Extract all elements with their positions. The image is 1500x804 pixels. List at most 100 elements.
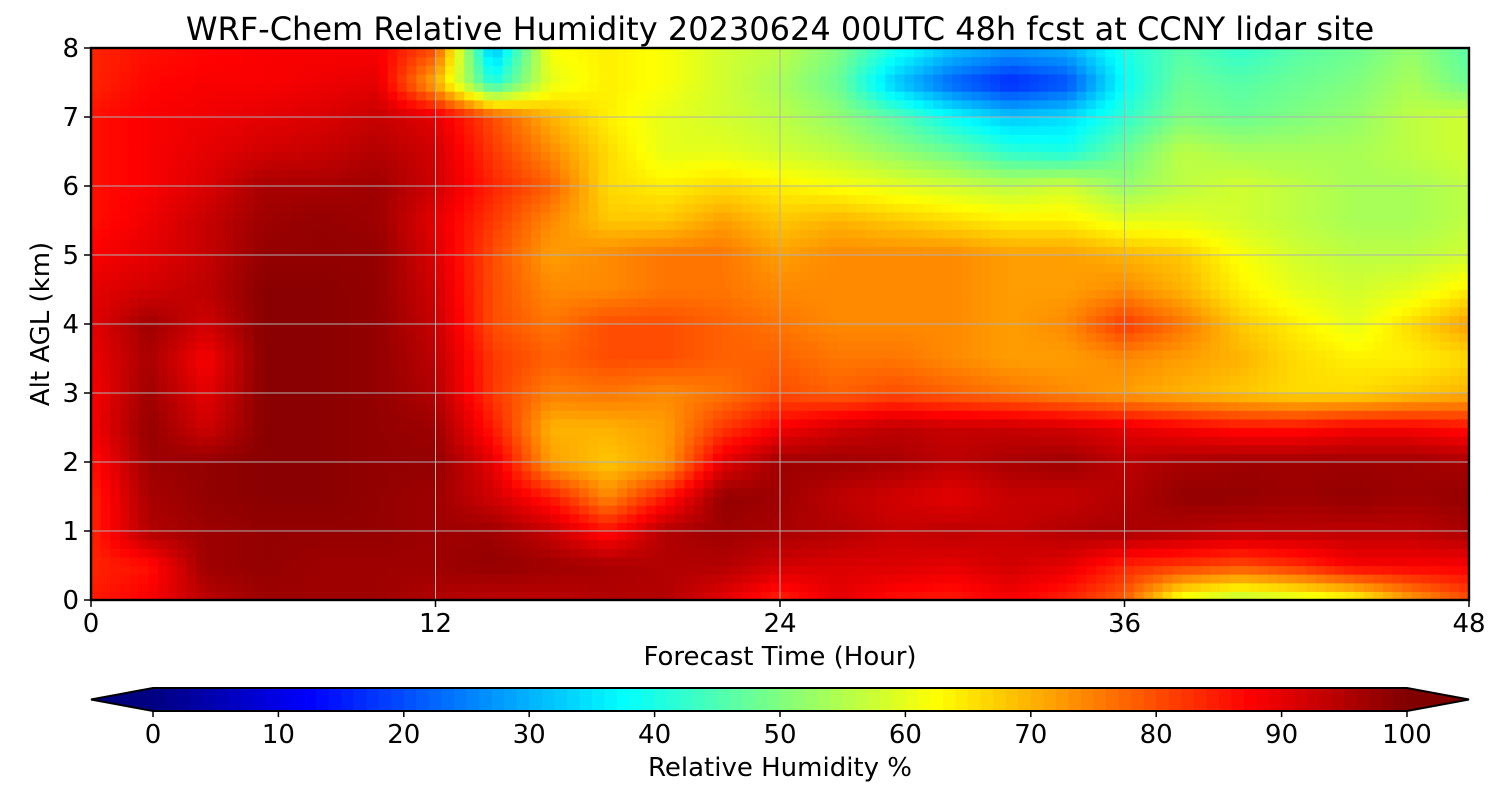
heatmap-cell (722, 427, 733, 437)
heatmap-cell (464, 349, 475, 360)
heatmap-cell (339, 556, 350, 567)
heatmap-cell (91, 479, 102, 489)
heatmap-cell (1315, 332, 1327, 342)
heatmap-cell (1220, 341, 1231, 351)
heatmap-cell (339, 462, 350, 472)
heatmap-cell (684, 436, 695, 446)
heatmap-cell (1191, 505, 1202, 515)
heatmap-cell (215, 384, 226, 394)
heatmap-cell (91, 393, 102, 403)
heatmap-cell (339, 444, 350, 454)
heatmap-cell (674, 358, 685, 368)
heatmap-cell (1411, 565, 1422, 575)
heatmap-cell (684, 315, 695, 325)
heatmap-cell (512, 444, 523, 454)
heatmap-cell (1315, 418, 1327, 429)
heatmap-cell (1105, 531, 1116, 541)
heatmap-cell (1402, 591, 1413, 600)
heatmap-cell (1440, 462, 1451, 472)
heatmap-cell (1210, 436, 1221, 446)
heatmap-cell (91, 548, 102, 558)
heatmap-cell (1335, 384, 1346, 394)
heatmap-cell (196, 315, 207, 325)
heatmap-cell (732, 565, 743, 575)
heatmap-cell (253, 496, 264, 506)
heatmap-cell (540, 341, 551, 351)
heatmap-cell (186, 418, 197, 429)
heatmap-cell (1335, 479, 1346, 489)
heatmap-cell (1315, 556, 1327, 567)
heatmap-cell (799, 522, 810, 532)
heatmap-cell (196, 539, 207, 549)
heatmap-cell (1392, 505, 1403, 515)
heatmap-cell (464, 427, 475, 437)
heatmap-cell (167, 358, 178, 368)
heatmap-cell (655, 298, 666, 308)
heatmap-cell (885, 384, 896, 394)
heatmap-cell (1306, 582, 1317, 592)
heatmap-cell (693, 487, 705, 498)
heatmap-cell (148, 375, 159, 385)
heatmap-cell (980, 306, 992, 316)
heatmap-cell (358, 453, 370, 463)
heatmap-cell (100, 591, 111, 600)
heatmap-cell (416, 531, 427, 541)
heatmap-cell (846, 315, 858, 325)
heatmap-cell (1009, 306, 1020, 316)
heatmap-cell (272, 539, 283, 549)
heatmap-cell (1258, 496, 1269, 506)
heatmap-cell (1459, 591, 1469, 600)
heatmap-cell (1392, 582, 1403, 592)
heatmap-cell (454, 436, 465, 446)
heatmap-cell (416, 574, 427, 584)
heatmap-cell (875, 410, 886, 420)
heatmap-cell (913, 522, 925, 532)
heatmap-cell (1277, 401, 1288, 411)
heatmap-cell (1354, 556, 1365, 567)
heatmap-cell (933, 487, 944, 498)
heatmap-cell (1382, 470, 1394, 480)
heatmap-cell (196, 298, 207, 308)
heatmap-cell (512, 401, 523, 411)
heatmap-cell (311, 574, 322, 584)
heatmap-cell (1095, 479, 1106, 489)
heatmap-cell (1402, 332, 1413, 342)
heatmap-cell (1028, 444, 1039, 454)
heatmap-cell (397, 384, 408, 394)
heatmap-cell (138, 332, 150, 342)
heatmap-cell (770, 582, 781, 592)
heatmap-cell (626, 539, 638, 549)
heatmap-cell (1382, 565, 1394, 575)
heatmap-cell (866, 462, 877, 472)
heatmap-cell (961, 393, 972, 403)
heatmap-cell (588, 401, 599, 411)
heatmap-cell (1354, 453, 1365, 463)
heatmap-cell (110, 341, 121, 351)
heatmap-cell (320, 393, 331, 403)
heatmap-cell (282, 548, 293, 558)
heatmap-cell (91, 582, 102, 592)
heatmap-cell (330, 444, 341, 454)
heatmap-cell (177, 427, 188, 437)
heatmap-cell (846, 436, 858, 446)
heatmap-cell (961, 410, 972, 420)
heatmap-cell (339, 496, 350, 506)
heatmap-cell (550, 531, 561, 541)
heatmap-cell (483, 298, 494, 308)
heatmap-cell (282, 470, 293, 480)
heatmap-cell (1172, 556, 1183, 567)
heatmap-cell (540, 582, 551, 592)
heatmap-cell (91, 522, 102, 532)
heatmap-cell (751, 513, 762, 523)
heatmap-cell (1363, 548, 1374, 558)
heatmap-cell (1315, 522, 1327, 532)
heatmap-cell (311, 332, 322, 342)
heatmap-cell (512, 531, 523, 541)
heatmap-cell (435, 436, 446, 446)
heatmap-cell (684, 470, 695, 480)
heatmap-cell (244, 349, 255, 360)
heatmap-cell (1258, 358, 1269, 368)
heatmap-cell (569, 565, 580, 575)
heatmap-cell (167, 453, 178, 463)
heatmap-cell (559, 531, 571, 541)
